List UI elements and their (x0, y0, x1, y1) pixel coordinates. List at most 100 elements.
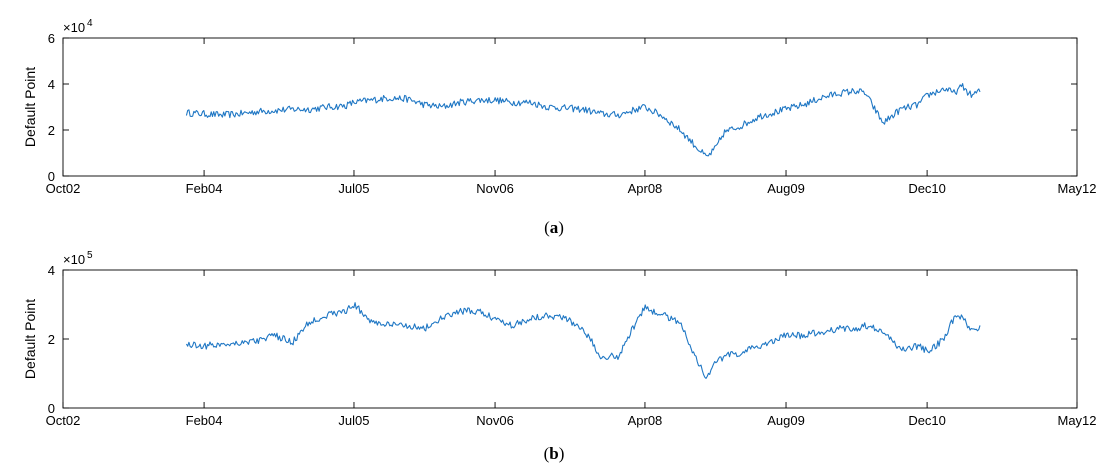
data-point-a-38 (803, 104, 804, 105)
data-point-b-19 (512, 325, 513, 326)
data-point-b-25 (618, 356, 619, 357)
chart-panel-b: 0 2 4 ×10 5 Default Point Oct02 Feb04 Jul05 Nov06… (0, 250, 1108, 472)
x-tick-label-b-5: Aug09 (767, 413, 805, 428)
data-point-b-51 (979, 328, 980, 329)
data-point-b-45 (918, 345, 919, 346)
data-point-a-29 (680, 129, 681, 130)
data-point-a-8 (327, 106, 328, 107)
y-axis-label-b: Default Point (22, 299, 38, 379)
data-point-a-22 (565, 108, 566, 109)
data-point-a-19 (512, 102, 513, 103)
data-point-a-50 (971, 95, 972, 96)
data-point-a-24 (600, 113, 601, 114)
data-point-a-30 (697, 148, 698, 149)
y-axis-label-a: Default Point (22, 67, 38, 147)
data-point-a-26 (636, 109, 637, 110)
data-point-b-36 (777, 338, 778, 339)
data-point-a-15 (442, 106, 443, 107)
data-point-a-32 (715, 148, 716, 149)
data-point-a-2 (221, 114, 222, 115)
data-point-a-6 (292, 109, 293, 110)
data-point-b-44 (900, 349, 901, 350)
data-point-b-42 (865, 325, 866, 326)
x-tick-label-b-2: Jul05 (338, 413, 369, 428)
data-point-b-32 (715, 363, 716, 364)
data-point-a-33 (724, 132, 725, 133)
data-point-a-0 (186, 112, 187, 113)
data-point-a-10 (353, 102, 354, 103)
data-point-b-40 (838, 328, 839, 329)
data-point-b-3 (239, 342, 240, 343)
data-point-b-41 (856, 328, 857, 329)
data-point-a-5 (274, 110, 275, 111)
data-point-a-17 (477, 100, 478, 101)
data-point-a-43 (882, 123, 883, 124)
data-point-a-28 (662, 116, 663, 117)
data-point-a-18 (494, 100, 495, 101)
caption-b: (b) (543, 444, 565, 463)
data-point-b-20 (530, 318, 531, 319)
data-point-a-7 (309, 109, 310, 110)
y-tick-label-a-1: 2 (48, 123, 55, 138)
data-point-a-12 (389, 97, 390, 98)
data-point-b-29 (680, 321, 681, 322)
data-point-b-43 (882, 332, 883, 333)
data-point-b-27 (644, 307, 645, 308)
x-tick-label-b-6: Dec10 (908, 413, 946, 428)
data-point-b-50 (971, 328, 972, 329)
data-point-a-47 (944, 88, 945, 89)
series-line-b-0 (185, 302, 981, 379)
y-tick-label-b-1: 2 (48, 332, 55, 347)
chart-panel-a: 0 2 4 6 ×10 4 Default Point Oct02 Feb04 Jul05 Nov0… (22, 18, 1097, 237)
y-tick-label-a-3: 6 (48, 31, 55, 46)
data-point-b-37 (785, 335, 786, 336)
data-point-b-12 (389, 325, 390, 326)
data-point-a-36 (777, 111, 778, 112)
x-tick-label-a-6: Dec10 (908, 181, 946, 196)
data-point-b-18 (494, 318, 495, 319)
x-tick-label-b-7: May12 (1057, 413, 1096, 428)
data-point-b-8 (327, 314, 328, 315)
data-point-a-37 (785, 109, 786, 110)
data-point-b-26 (636, 321, 637, 322)
data-point-a-40 (838, 93, 839, 94)
x-tick-label-a-0: Oct02 (46, 181, 81, 196)
data-point-b-28 (662, 314, 663, 315)
data-point-b-10 (353, 304, 354, 305)
data-point-b-48 (953, 318, 954, 319)
x-tick-label-b-4: Apr08 (628, 413, 663, 428)
y-tick-label-a-2: 4 (48, 77, 55, 92)
exponent-power-a: 4 (87, 18, 93, 29)
data-point-b-30 (697, 363, 698, 364)
data-point-b-1 (203, 345, 204, 346)
data-point-b-4 (256, 340, 257, 341)
data-point-a-46 (927, 95, 928, 96)
data-point-a-42 (865, 93, 866, 94)
plot-area-b (62, 269, 1078, 409)
data-point-a-1 (203, 113, 204, 114)
data-point-b-16 (459, 311, 460, 312)
data-point-b-38 (803, 335, 804, 336)
x-tick-label-a-3: Nov06 (476, 181, 514, 196)
data-point-b-24 (600, 356, 601, 357)
x-tick-label-b-0: Oct02 (46, 413, 81, 428)
chart-b: 0 2 4 ×10 5 Default Point Oct02 Feb04 Jul05 Nov06… (22, 250, 1097, 428)
data-point-a-11 (371, 100, 372, 101)
data-point-b-35 (759, 345, 760, 346)
data-point-a-35 (759, 116, 760, 117)
data-point-a-31 (706, 157, 707, 158)
caption-a-letter: a (549, 218, 559, 237)
data-point-b-2 (221, 344, 222, 345)
data-point-b-13 (406, 325, 407, 326)
y-tick-label-b-2: 4 (48, 263, 55, 278)
exponent-power-b: 5 (87, 250, 93, 261)
x-tick-label-b-1: Feb04 (186, 413, 223, 428)
data-point-a-48 (953, 93, 954, 94)
x-tick-label-a-5: Aug09 (767, 181, 805, 196)
data-point-a-49 (962, 86, 963, 87)
data-point-a-44 (900, 109, 901, 110)
data-point-b-17 (477, 311, 478, 312)
data-point-b-14 (424, 328, 425, 329)
y-tick-label-b-0: 0 (48, 401, 55, 416)
